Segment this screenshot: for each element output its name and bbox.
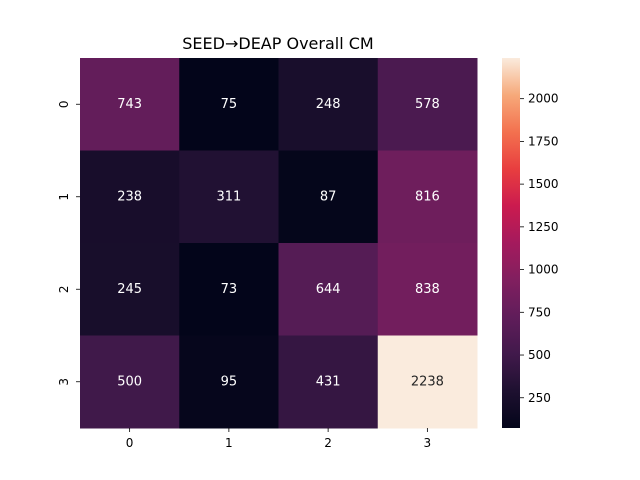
cell-value-label: 245 <box>117 282 142 297</box>
heatmap-cell <box>179 58 279 151</box>
colorbar-tick-label: 750 <box>528 305 551 319</box>
colorbar: 250 500 750 1000 1250 1500 1750 2000 <box>502 58 559 428</box>
heatmap-cell <box>377 150 478 244</box>
cell-value-label: 578 <box>415 97 440 112</box>
cell-value-label: 2238 <box>411 374 444 389</box>
colorbar-gradient <box>502 58 520 428</box>
heatmap-cell <box>80 335 180 429</box>
heatmap-cell <box>179 243 279 336</box>
cell-value-label: 73 <box>221 282 238 297</box>
colorbar-tick-label: 1000 <box>528 263 559 277</box>
y-tick-label: 2 <box>57 285 71 293</box>
heatmap-cell <box>377 58 478 151</box>
cell-value-label: 816 <box>415 189 440 204</box>
heatmap-cell <box>278 335 379 429</box>
y-tick-label: 0 <box>57 100 71 108</box>
y-tick-label: 1 <box>57 193 71 201</box>
colorbar-tick-label: 1500 <box>528 177 559 191</box>
cell-value-label: 87 <box>320 189 337 204</box>
x-tick-label: 2 <box>324 436 332 450</box>
y-axis: 0 1 2 3 <box>57 100 80 386</box>
colorbar-tick-label: 1250 <box>528 220 559 234</box>
colorbar-tick-label: 250 <box>528 391 551 405</box>
x-axis: 0 1 2 3 <box>126 428 431 450</box>
cell-value-label: 238 <box>117 189 142 204</box>
heatmap-cell <box>377 335 478 429</box>
cell-value-label: 500 <box>117 374 142 389</box>
cell-value-label: 644 <box>316 282 341 297</box>
chart-title: SEED→DEAP Overall CM <box>182 34 373 53</box>
cell-value-label: 311 <box>216 189 241 204</box>
cell-value-label: 838 <box>415 282 440 297</box>
heatmap-cell <box>278 58 379 151</box>
colorbar-tick-label: 2000 <box>528 92 559 106</box>
heatmap-cell <box>80 150 180 244</box>
heatmap-cells: 743 75 248 578 238 311 87 816 245 73 644 838 500 95 43… <box>80 58 478 429</box>
heatmap-cell <box>278 150 379 244</box>
cell-value-label: 75 <box>221 97 238 112</box>
heatmap-cell <box>179 150 279 244</box>
heatmap-cell <box>179 335 279 429</box>
y-tick-label: 3 <box>57 378 71 386</box>
heatmap-cell <box>80 243 180 336</box>
colorbar-tick-label: 1750 <box>528 134 559 148</box>
x-tick-label: 0 <box>126 436 134 450</box>
cell-value-label: 431 <box>316 374 341 389</box>
heatmap-cell <box>377 243 478 336</box>
cell-value-label: 743 <box>117 97 142 112</box>
cell-value-label: 248 <box>316 97 341 112</box>
x-tick-label: 1 <box>225 436 233 450</box>
cell-value-label: 95 <box>221 374 238 389</box>
colorbar-tick-label: 500 <box>528 348 551 362</box>
x-tick-label: 3 <box>424 436 432 450</box>
heatmap-cell <box>278 243 379 336</box>
heatmap-cell <box>80 58 180 151</box>
